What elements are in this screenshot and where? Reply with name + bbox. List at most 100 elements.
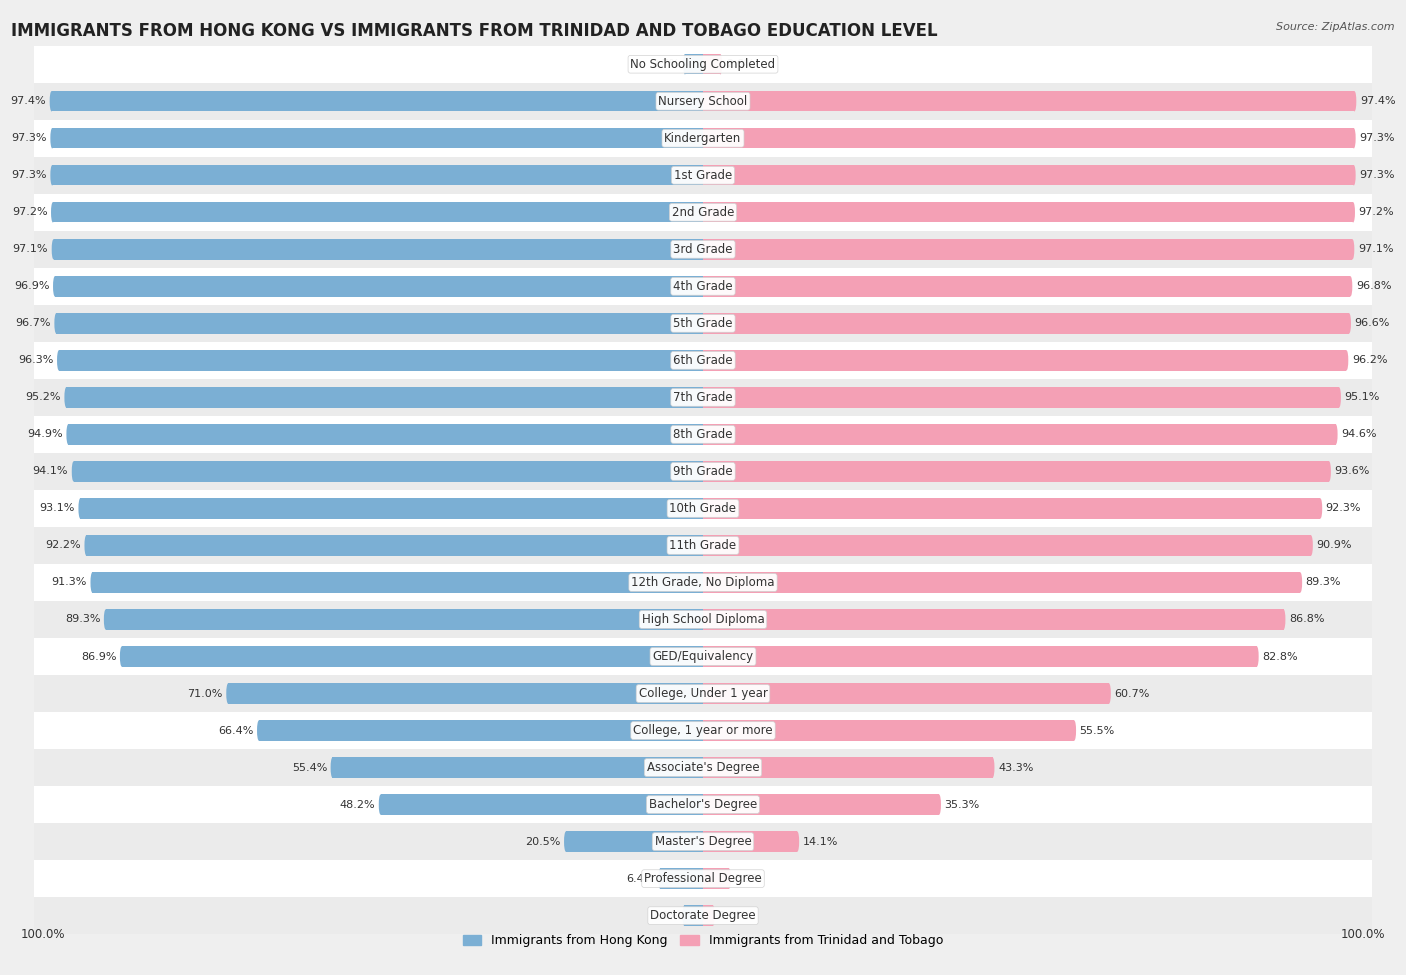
Bar	[52, 91, 703, 111]
FancyBboxPatch shape	[34, 157, 1372, 194]
Circle shape	[1309, 535, 1313, 556]
Circle shape	[1282, 609, 1285, 630]
Text: 97.4%: 97.4%	[1360, 97, 1396, 106]
Circle shape	[1327, 461, 1331, 482]
FancyBboxPatch shape	[34, 897, 1372, 934]
Text: 96.7%: 96.7%	[15, 319, 51, 329]
FancyBboxPatch shape	[34, 601, 1372, 638]
Text: 43.3%: 43.3%	[998, 762, 1033, 772]
Text: 96.3%: 96.3%	[18, 355, 53, 366]
Circle shape	[257, 721, 260, 741]
Circle shape	[1353, 91, 1357, 111]
Bar	[565, 832, 703, 852]
Text: 82.8%: 82.8%	[1263, 651, 1298, 661]
Text: 92.3%: 92.3%	[1326, 503, 1361, 514]
Bar	[259, 721, 703, 741]
Bar	[703, 387, 1339, 408]
Text: 97.3%: 97.3%	[11, 171, 46, 180]
Text: 60.7%: 60.7%	[1115, 688, 1150, 698]
Circle shape	[1351, 202, 1355, 222]
Circle shape	[1256, 646, 1258, 667]
Bar	[59, 350, 703, 370]
FancyBboxPatch shape	[34, 379, 1372, 416]
FancyBboxPatch shape	[34, 83, 1372, 120]
Circle shape	[90, 572, 94, 593]
Text: 94.1%: 94.1%	[32, 466, 69, 477]
Circle shape	[72, 461, 76, 482]
Text: 96.9%: 96.9%	[14, 282, 49, 292]
Bar	[703, 350, 1347, 370]
Bar	[703, 165, 1354, 185]
Bar	[703, 758, 993, 778]
Circle shape	[1344, 350, 1348, 370]
Text: 71.0%: 71.0%	[187, 688, 222, 698]
Bar	[332, 758, 703, 778]
Text: 6th Grade: 6th Grade	[673, 354, 733, 367]
Bar	[93, 572, 703, 593]
FancyBboxPatch shape	[34, 489, 1372, 526]
Text: 92.2%: 92.2%	[45, 540, 82, 551]
Bar	[685, 906, 703, 926]
Text: 48.2%: 48.2%	[340, 800, 375, 809]
FancyBboxPatch shape	[34, 712, 1372, 749]
Text: 20.5%: 20.5%	[526, 837, 561, 846]
Bar	[685, 54, 703, 74]
FancyBboxPatch shape	[34, 564, 1372, 601]
Circle shape	[66, 424, 70, 445]
Text: 97.1%: 97.1%	[1358, 245, 1393, 254]
FancyBboxPatch shape	[34, 638, 1372, 675]
Text: Source: ZipAtlas.com: Source: ZipAtlas.com	[1277, 22, 1395, 32]
Text: Bachelor's Degree: Bachelor's Degree	[650, 799, 756, 811]
Circle shape	[79, 498, 82, 519]
Text: College, Under 1 year: College, Under 1 year	[638, 687, 768, 700]
Text: No Schooling Completed: No Schooling Completed	[630, 58, 776, 71]
Text: 96.8%: 96.8%	[1355, 282, 1392, 292]
Bar	[703, 276, 1351, 296]
Bar	[703, 609, 1284, 630]
Text: 93.1%: 93.1%	[39, 503, 75, 514]
Circle shape	[330, 758, 335, 778]
Text: 3.9%: 3.9%	[734, 874, 763, 883]
Text: 94.9%: 94.9%	[27, 429, 63, 440]
Circle shape	[991, 758, 994, 778]
FancyBboxPatch shape	[34, 823, 1372, 860]
Text: 86.8%: 86.8%	[1289, 614, 1324, 625]
Bar	[703, 869, 730, 889]
Text: 97.2%: 97.2%	[1358, 208, 1395, 217]
Bar	[703, 535, 1310, 556]
FancyBboxPatch shape	[34, 786, 1372, 823]
FancyBboxPatch shape	[34, 675, 1372, 712]
Bar	[703, 906, 713, 926]
FancyBboxPatch shape	[34, 305, 1372, 342]
Bar	[703, 646, 1257, 667]
Bar	[703, 832, 797, 852]
Circle shape	[1334, 424, 1337, 445]
Text: 2.7%: 2.7%	[651, 59, 679, 69]
Bar	[703, 424, 1336, 445]
Text: 94.6%: 94.6%	[1341, 429, 1376, 440]
Circle shape	[683, 54, 686, 74]
Text: 97.3%: 97.3%	[1360, 171, 1395, 180]
Circle shape	[1107, 683, 1111, 704]
Text: 97.3%: 97.3%	[1360, 134, 1395, 143]
Circle shape	[1353, 165, 1355, 185]
Text: 96.2%: 96.2%	[1351, 355, 1388, 366]
Text: 10th Grade: 10th Grade	[669, 502, 737, 515]
Text: 14.1%: 14.1%	[803, 837, 838, 846]
Bar	[703, 239, 1353, 259]
Circle shape	[1299, 572, 1302, 593]
Bar	[80, 498, 703, 519]
Bar	[381, 795, 703, 815]
Bar	[105, 609, 703, 630]
Bar	[56, 313, 703, 333]
Bar	[703, 498, 1320, 519]
Text: 1st Grade: 1st Grade	[673, 169, 733, 181]
Circle shape	[1337, 387, 1341, 408]
FancyBboxPatch shape	[34, 342, 1372, 379]
Text: 8th Grade: 8th Grade	[673, 428, 733, 441]
Bar	[703, 313, 1350, 333]
Bar	[86, 535, 703, 556]
Bar	[69, 424, 703, 445]
Bar	[53, 202, 703, 222]
Text: 6.4%: 6.4%	[627, 874, 655, 883]
